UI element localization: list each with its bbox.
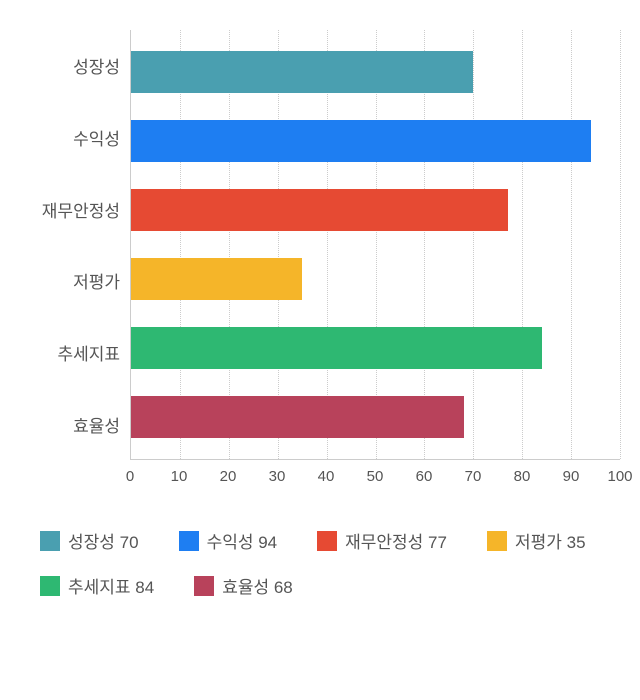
y-label: 추세지표: [20, 340, 120, 365]
bar-undervalued: [131, 258, 302, 300]
legend-label: 효율성 68: [222, 573, 293, 598]
legend-label: 재무안정성 77: [345, 528, 447, 553]
x-tick: 100: [607, 468, 632, 485]
bar-growth: [131, 51, 473, 93]
x-tick: 70: [465, 468, 482, 485]
legend-swatch-icon: [487, 531, 507, 551]
legend-label: 저평가 35: [515, 528, 586, 553]
x-tick: 60: [416, 468, 433, 485]
y-label: 효율성: [20, 412, 120, 437]
legend-label: 수익성 94: [207, 528, 278, 553]
chart-area: 성장성 수익성 재무안정성 저평가 추세지표 효율성: [20, 30, 620, 460]
chart-container: 성장성 수익성 재무안정성 저평가 추세지표 효율성: [20, 30, 620, 670]
gridline: [620, 30, 621, 459]
x-tick: 80: [514, 468, 531, 485]
legend-swatch-icon: [179, 531, 199, 551]
legend-swatch-icon: [40, 576, 60, 596]
y-axis-labels: 성장성 수익성 재무안정성 저평가 추세지표 효율성: [20, 30, 130, 460]
x-tick: 20: [220, 468, 237, 485]
legend-swatch-icon: [317, 531, 337, 551]
legend-item: 수익성 94: [179, 528, 278, 553]
y-label: 저평가: [20, 268, 120, 293]
bars-container: [131, 30, 620, 459]
x-tick: 30: [269, 468, 286, 485]
legend-item: 추세지표 84: [40, 573, 154, 598]
bar-financial-stability: [131, 189, 508, 231]
x-tick: 50: [367, 468, 384, 485]
bar-efficiency: [131, 396, 464, 438]
legend-swatch-icon: [40, 531, 60, 551]
legend-swatch-icon: [194, 576, 214, 596]
bar-trend-indicator: [131, 327, 542, 369]
legend-item: 성장성 70: [40, 528, 139, 553]
x-tick: 0: [126, 468, 134, 485]
legend-label: 성장성 70: [68, 528, 139, 553]
x-tick-container: 0 10 20 30 40 50 60 70 80 90 100: [130, 468, 620, 488]
x-axis: 0 10 20 30 40 50 60 70 80 90 100: [130, 460, 620, 488]
legend-label: 추세지표 84: [68, 573, 154, 598]
x-tick: 40: [318, 468, 335, 485]
x-tick: 10: [171, 468, 188, 485]
legend: 성장성 70 수익성 94 재무안정성 77 저평가 35 추세지표 84 효율…: [20, 528, 620, 598]
y-label: 수익성: [20, 125, 120, 150]
bar-profitability: [131, 120, 591, 162]
y-label: 재무안정성: [20, 197, 120, 222]
x-tick: 90: [563, 468, 580, 485]
y-label: 성장성: [20, 53, 120, 78]
legend-item: 효율성 68: [194, 573, 293, 598]
legend-item: 재무안정성 77: [317, 528, 447, 553]
plot-area: [130, 30, 620, 460]
legend-item: 저평가 35: [487, 528, 586, 553]
